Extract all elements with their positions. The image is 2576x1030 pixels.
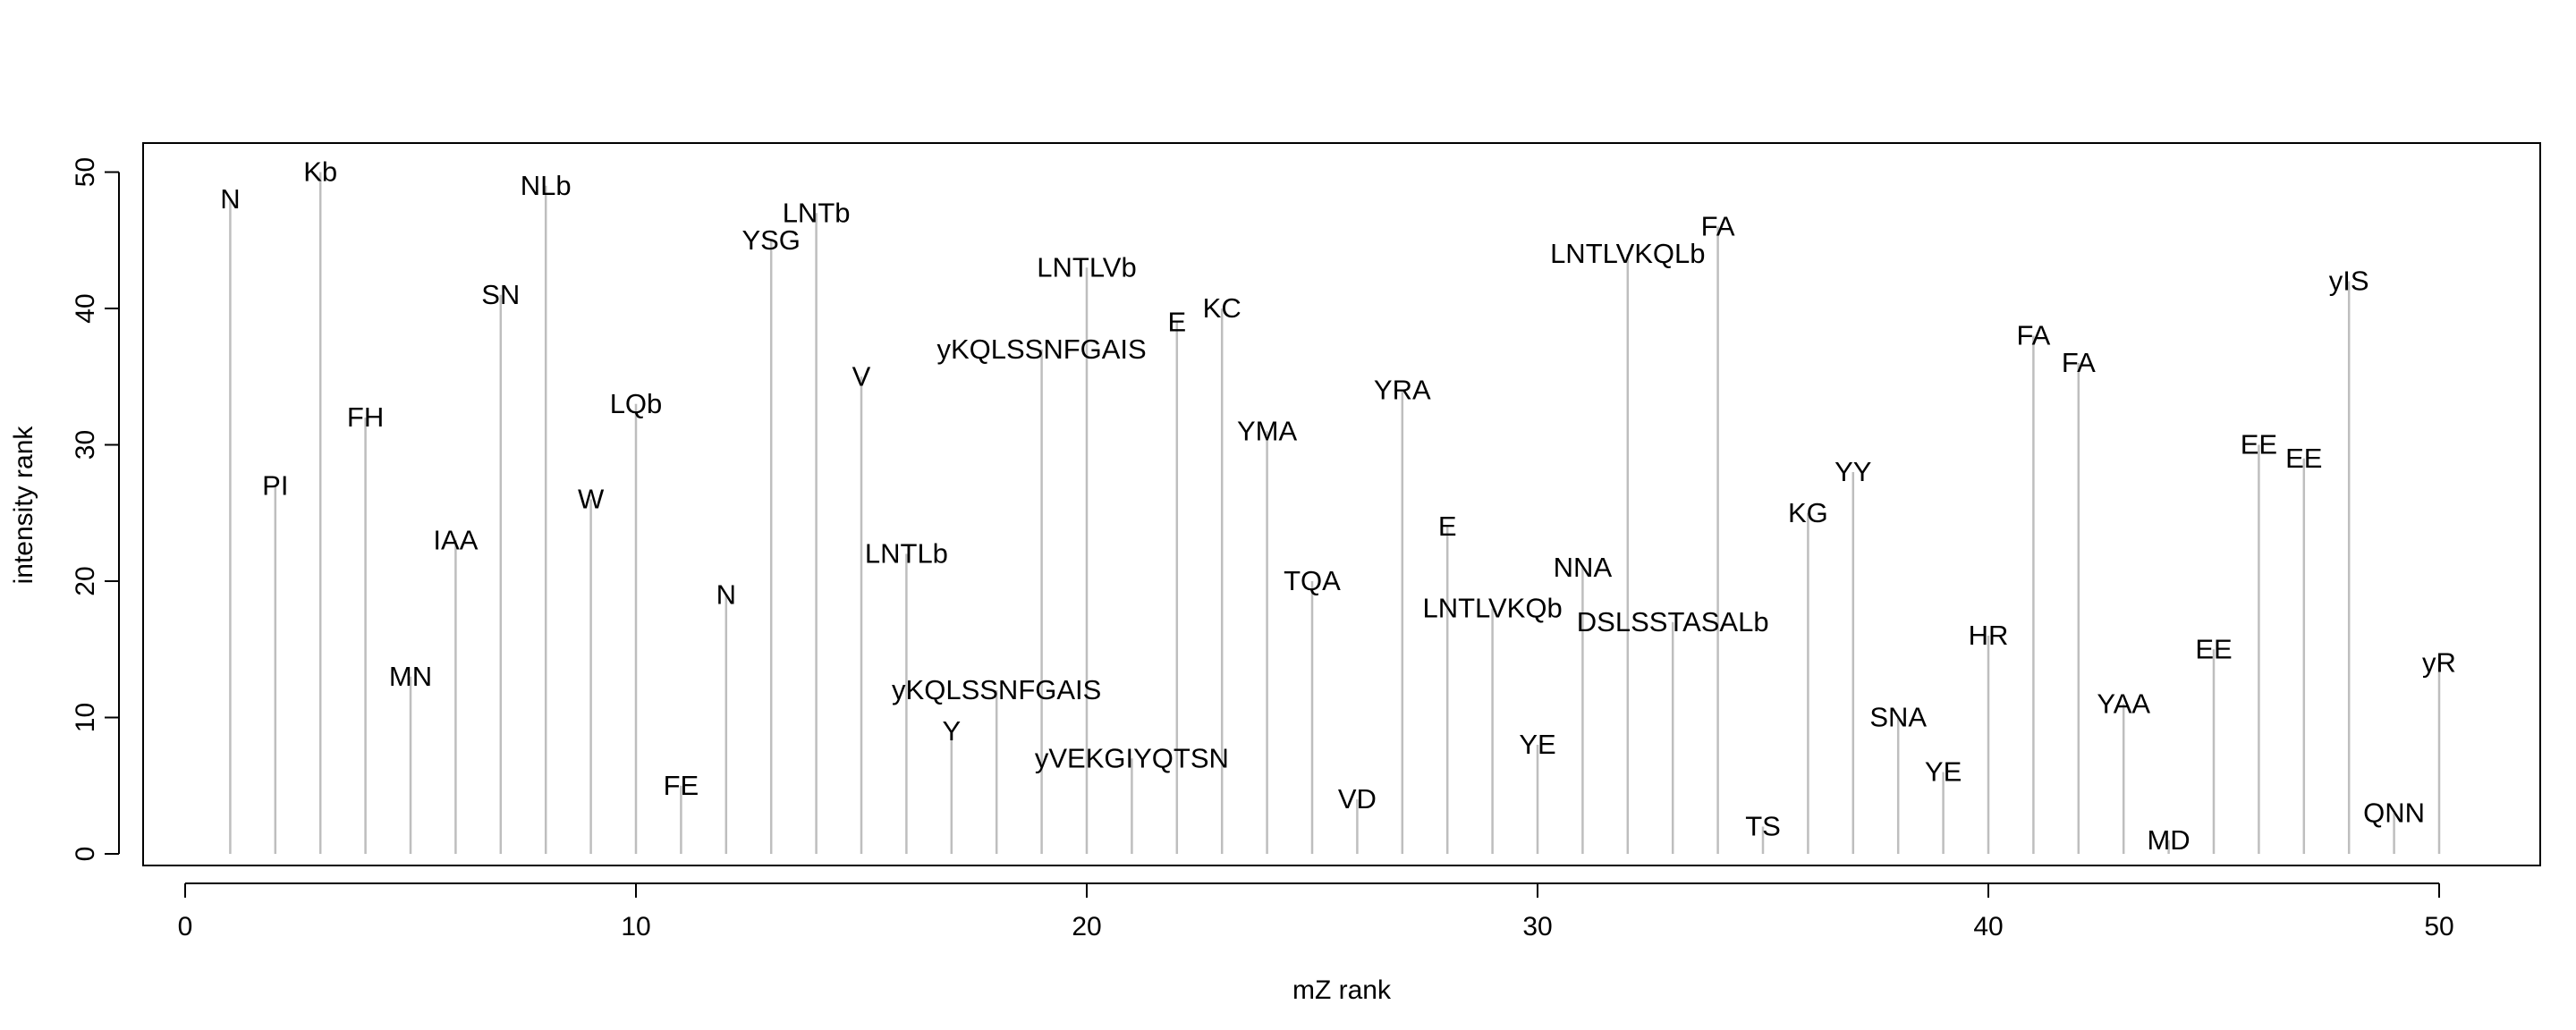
y-axis-title: intensity rank — [9, 426, 38, 585]
x-tick-label: 50 — [2424, 912, 2453, 941]
spike-label: E — [1438, 511, 1457, 542]
y-tick-label: 30 — [71, 430, 100, 460]
spike-label: DSLSSTASALb — [1577, 606, 1769, 637]
y-tick-label: 0 — [71, 847, 100, 862]
spike-label: YE — [1519, 729, 1555, 760]
spike-label: PI — [262, 469, 288, 501]
spike-label: LNTLVKQb — [1422, 593, 1562, 624]
spike-label: E — [1167, 306, 1186, 337]
x-axis-title: mZ rank — [1292, 975, 1392, 1005]
spike-label: FA — [1701, 211, 1735, 242]
x-tick-label: 0 — [178, 912, 193, 941]
spike-label: FA — [2016, 320, 2050, 351]
y-tick-label: 50 — [71, 157, 100, 187]
spike-label: V — [852, 360, 871, 392]
spike-label: YAA — [2097, 688, 2150, 719]
spike-label: EE — [2241, 429, 2277, 460]
spike-label: HR — [1969, 620, 2009, 651]
spike-label: W — [578, 484, 605, 515]
spike-label: YSG — [741, 224, 800, 256]
spike-label: Y — [942, 715, 961, 747]
spike-label: LNTLVb — [1037, 251, 1136, 283]
spike-label: FA — [2062, 347, 2096, 378]
x-tick-label: 40 — [1973, 912, 2003, 941]
spike-label: MD — [2147, 824, 2190, 856]
spike-label: MN — [389, 661, 432, 692]
spike-label: IAA — [433, 524, 478, 555]
spike-label: NNA — [1554, 552, 1613, 583]
spike-label: QNN — [2363, 797, 2425, 828]
spikes — [229, 172, 2441, 854]
y-tick-label: 40 — [71, 293, 100, 323]
spike-label: EE — [2195, 633, 2232, 664]
spike-label: KG — [1788, 497, 1828, 528]
spike-label: FH — [347, 401, 384, 433]
spike-label: YMA — [1237, 415, 1298, 446]
spike-label: LNTLVKQLb — [1550, 238, 1705, 269]
spike-label: yKQLSSNFGAIS — [936, 333, 1146, 365]
x-tick-label: 20 — [1072, 912, 1101, 941]
spike-label: VD — [1338, 783, 1377, 815]
spike-label: NLb — [521, 170, 572, 201]
spike-label: YRA — [1374, 375, 1431, 406]
spike-label: TQA — [1284, 565, 1341, 596]
spike-label: EE — [2285, 443, 2322, 474]
spike-label: LNTLb — [865, 538, 948, 570]
spike-label: N — [716, 578, 736, 610]
spike-label: yIS — [2329, 266, 2369, 297]
spike-label: SNA — [1869, 702, 1927, 733]
spike-label: SN — [481, 279, 520, 310]
spike-label: YY — [1835, 456, 1871, 487]
y-tick-label: 10 — [71, 703, 100, 732]
x-tick-label: 10 — [621, 912, 650, 941]
spike-label: LQb — [610, 388, 663, 419]
spike-label: FE — [664, 770, 699, 801]
y-tick-label: 20 — [71, 566, 100, 595]
spike-label: YE — [1925, 756, 1962, 788]
spike-label: yVEKGIYQTSN — [1035, 742, 1229, 773]
y-axis: 0 10 20 30 40 50 — [71, 157, 120, 862]
spike-label: yR — [2422, 647, 2456, 679]
x-axis: 0 10 20 30 40 50 — [178, 882, 2454, 941]
spike-label: yKQLSSNFGAIS — [892, 674, 1101, 705]
plot-frame — [142, 142, 2541, 866]
x-tick-label: 30 — [1522, 912, 1552, 941]
spike-label: KC — [1203, 292, 1241, 324]
spike-label: LNTb — [783, 197, 851, 228]
spike-label: Kb — [303, 156, 337, 188]
spike-label: N — [220, 183, 240, 215]
spike-label: TS — [1745, 811, 1781, 842]
